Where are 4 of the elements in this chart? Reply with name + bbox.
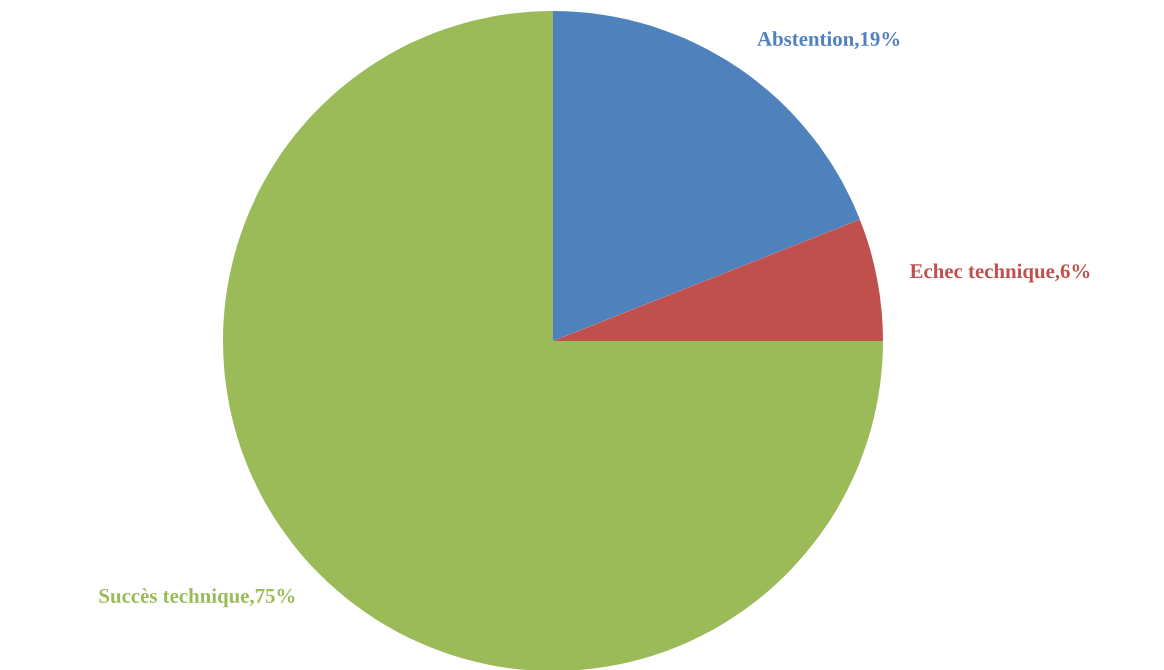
slice-label: Abstention,19%: [757, 31, 900, 50]
pie-slice: [553, 219, 883, 341]
slice-label: Echec technique,6%: [909, 263, 1090, 283]
slice-label: Succès technique,75%: [99, 588, 295, 608]
